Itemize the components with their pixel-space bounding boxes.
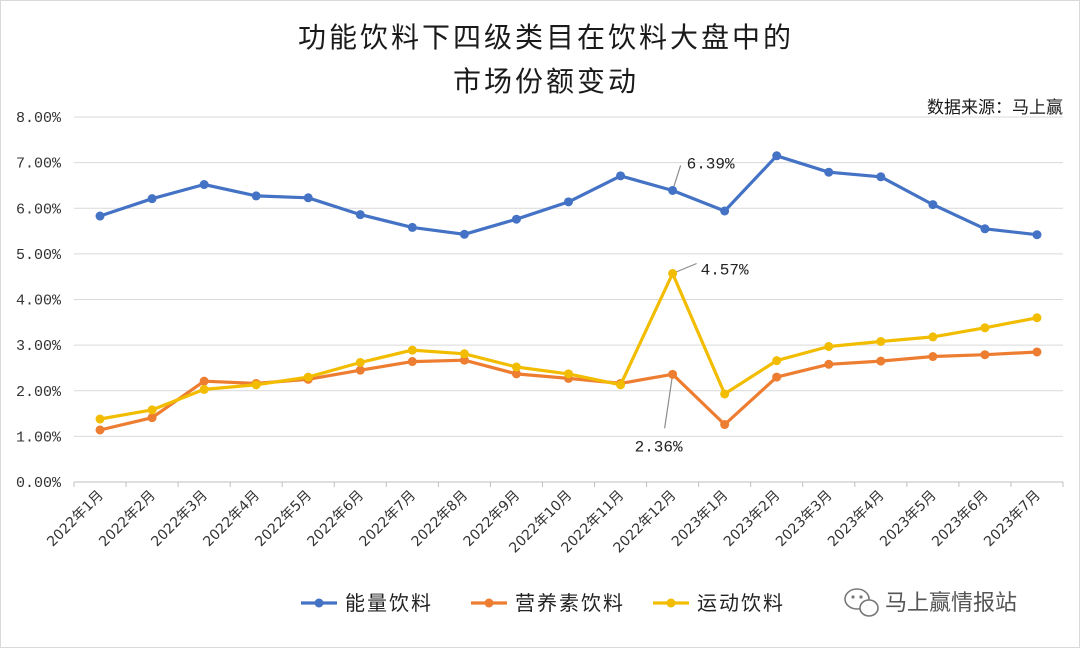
data-point <box>876 336 886 346</box>
data-point <box>355 365 365 375</box>
data-point <box>928 352 938 362</box>
watermark: 马上赢情报站 <box>844 588 1017 617</box>
wechat-icon <box>844 588 879 617</box>
data-point <box>772 356 782 366</box>
data-point <box>511 369 521 379</box>
data-point <box>147 194 157 204</box>
data-point <box>928 200 938 210</box>
data-point <box>147 405 157 415</box>
annotation-label: 4.57% <box>701 261 749 279</box>
y-tick-label: 1.00% <box>16 429 62 446</box>
gridlines <box>74 116 1063 483</box>
data-point <box>824 359 834 369</box>
data-point <box>616 171 626 181</box>
data-point <box>980 224 990 234</box>
series-3 <box>95 268 1042 424</box>
legend-label: 营养素饮料 <box>515 591 625 615</box>
y-tick-label: 3.00% <box>16 338 62 355</box>
data-point <box>251 191 261 201</box>
legend-swatch-marker <box>314 598 324 608</box>
chart-title-line-1: 功能饮料下四级类目在饮料大盘中的 <box>298 21 794 54</box>
data-point <box>876 172 886 182</box>
annotations: 6.39% 4.57% 2.36% <box>635 155 749 456</box>
data-point <box>772 372 782 382</box>
series-line <box>99 154 1038 237</box>
data-point <box>95 211 105 221</box>
data-point <box>720 206 730 216</box>
series-1 <box>95 151 1042 240</box>
data-point <box>824 167 834 177</box>
data-point <box>1032 313 1042 323</box>
watermark-text: 马上赢情报站 <box>885 591 1017 616</box>
y-tick-label: 7.00% <box>16 156 62 173</box>
y-tick-label: 6.00% <box>16 201 62 218</box>
data-point <box>1032 347 1042 357</box>
legend-label: 运动饮料 <box>697 591 785 615</box>
data-point <box>95 414 105 424</box>
y-tick-label: 0.00% <box>16 475 62 492</box>
data-point <box>668 268 678 278</box>
data-point <box>199 384 209 394</box>
legend-item-2: 营养素饮料 <box>471 591 625 615</box>
data-point <box>668 369 678 379</box>
data-point <box>459 355 469 365</box>
y-tick-label: 5.00% <box>16 247 62 264</box>
data-point <box>876 356 886 366</box>
y-tick-label: 4.00% <box>16 293 62 310</box>
legend-item-3: 运动饮料 <box>653 591 785 615</box>
data-point <box>251 380 261 390</box>
data-point <box>95 425 105 435</box>
y-axis-ticks: 0.00% 1.00% 2.00% 3.00% 4.00% 5.00% 6.00% 7.00%… <box>16 110 62 492</box>
data-point <box>303 193 313 203</box>
legend-label: 能量饮料 <box>345 591 433 615</box>
data-point <box>355 210 365 220</box>
data-point <box>407 222 417 232</box>
annotation-label: 6.39% <box>687 155 735 173</box>
y-tick-label: 2.00% <box>16 384 62 401</box>
data-point <box>720 389 730 399</box>
data-point <box>668 185 678 195</box>
y-tick-label: 8.00% <box>16 110 62 127</box>
data-point <box>928 332 938 342</box>
data-point <box>1032 230 1042 240</box>
legend-item-1: 能量饮料 <box>301 591 433 615</box>
data-point <box>407 357 417 367</box>
legend-swatch-marker <box>484 598 494 608</box>
data-point <box>303 372 313 382</box>
annotation-leader <box>664 374 674 429</box>
x-tick-label: 2023年7月 <box>981 488 1044 551</box>
series-line <box>99 271 1038 421</box>
data-point <box>459 229 469 239</box>
data-point <box>147 413 157 423</box>
x-axis-ticks: 2022年1月2022年2月2022年3月2022年4月2022年5月2022年… <box>44 482 1064 556</box>
data-source-label: 数据来源：马上赢 <box>927 98 1063 118</box>
data-point <box>564 197 573 207</box>
data-point <box>564 369 573 379</box>
legend-swatch-marker <box>666 598 676 608</box>
data-point <box>511 214 521 224</box>
data-point <box>980 350 990 360</box>
data-point <box>199 180 209 190</box>
data-point <box>824 341 834 351</box>
data-point <box>199 376 209 386</box>
data-point <box>616 380 626 390</box>
data-point <box>407 345 417 355</box>
data-point <box>720 420 730 430</box>
data-point <box>511 362 521 372</box>
data-point <box>980 323 990 333</box>
data-point <box>772 151 782 161</box>
chart-title-line-2: 市场份额变动 <box>453 65 639 98</box>
series-lines <box>95 151 1042 435</box>
annotation-label: 2.36% <box>635 438 683 456</box>
legend: 能量饮料 营养素饮料 运动饮料 <box>301 591 785 615</box>
data-point <box>459 349 469 359</box>
data-point <box>355 357 365 367</box>
